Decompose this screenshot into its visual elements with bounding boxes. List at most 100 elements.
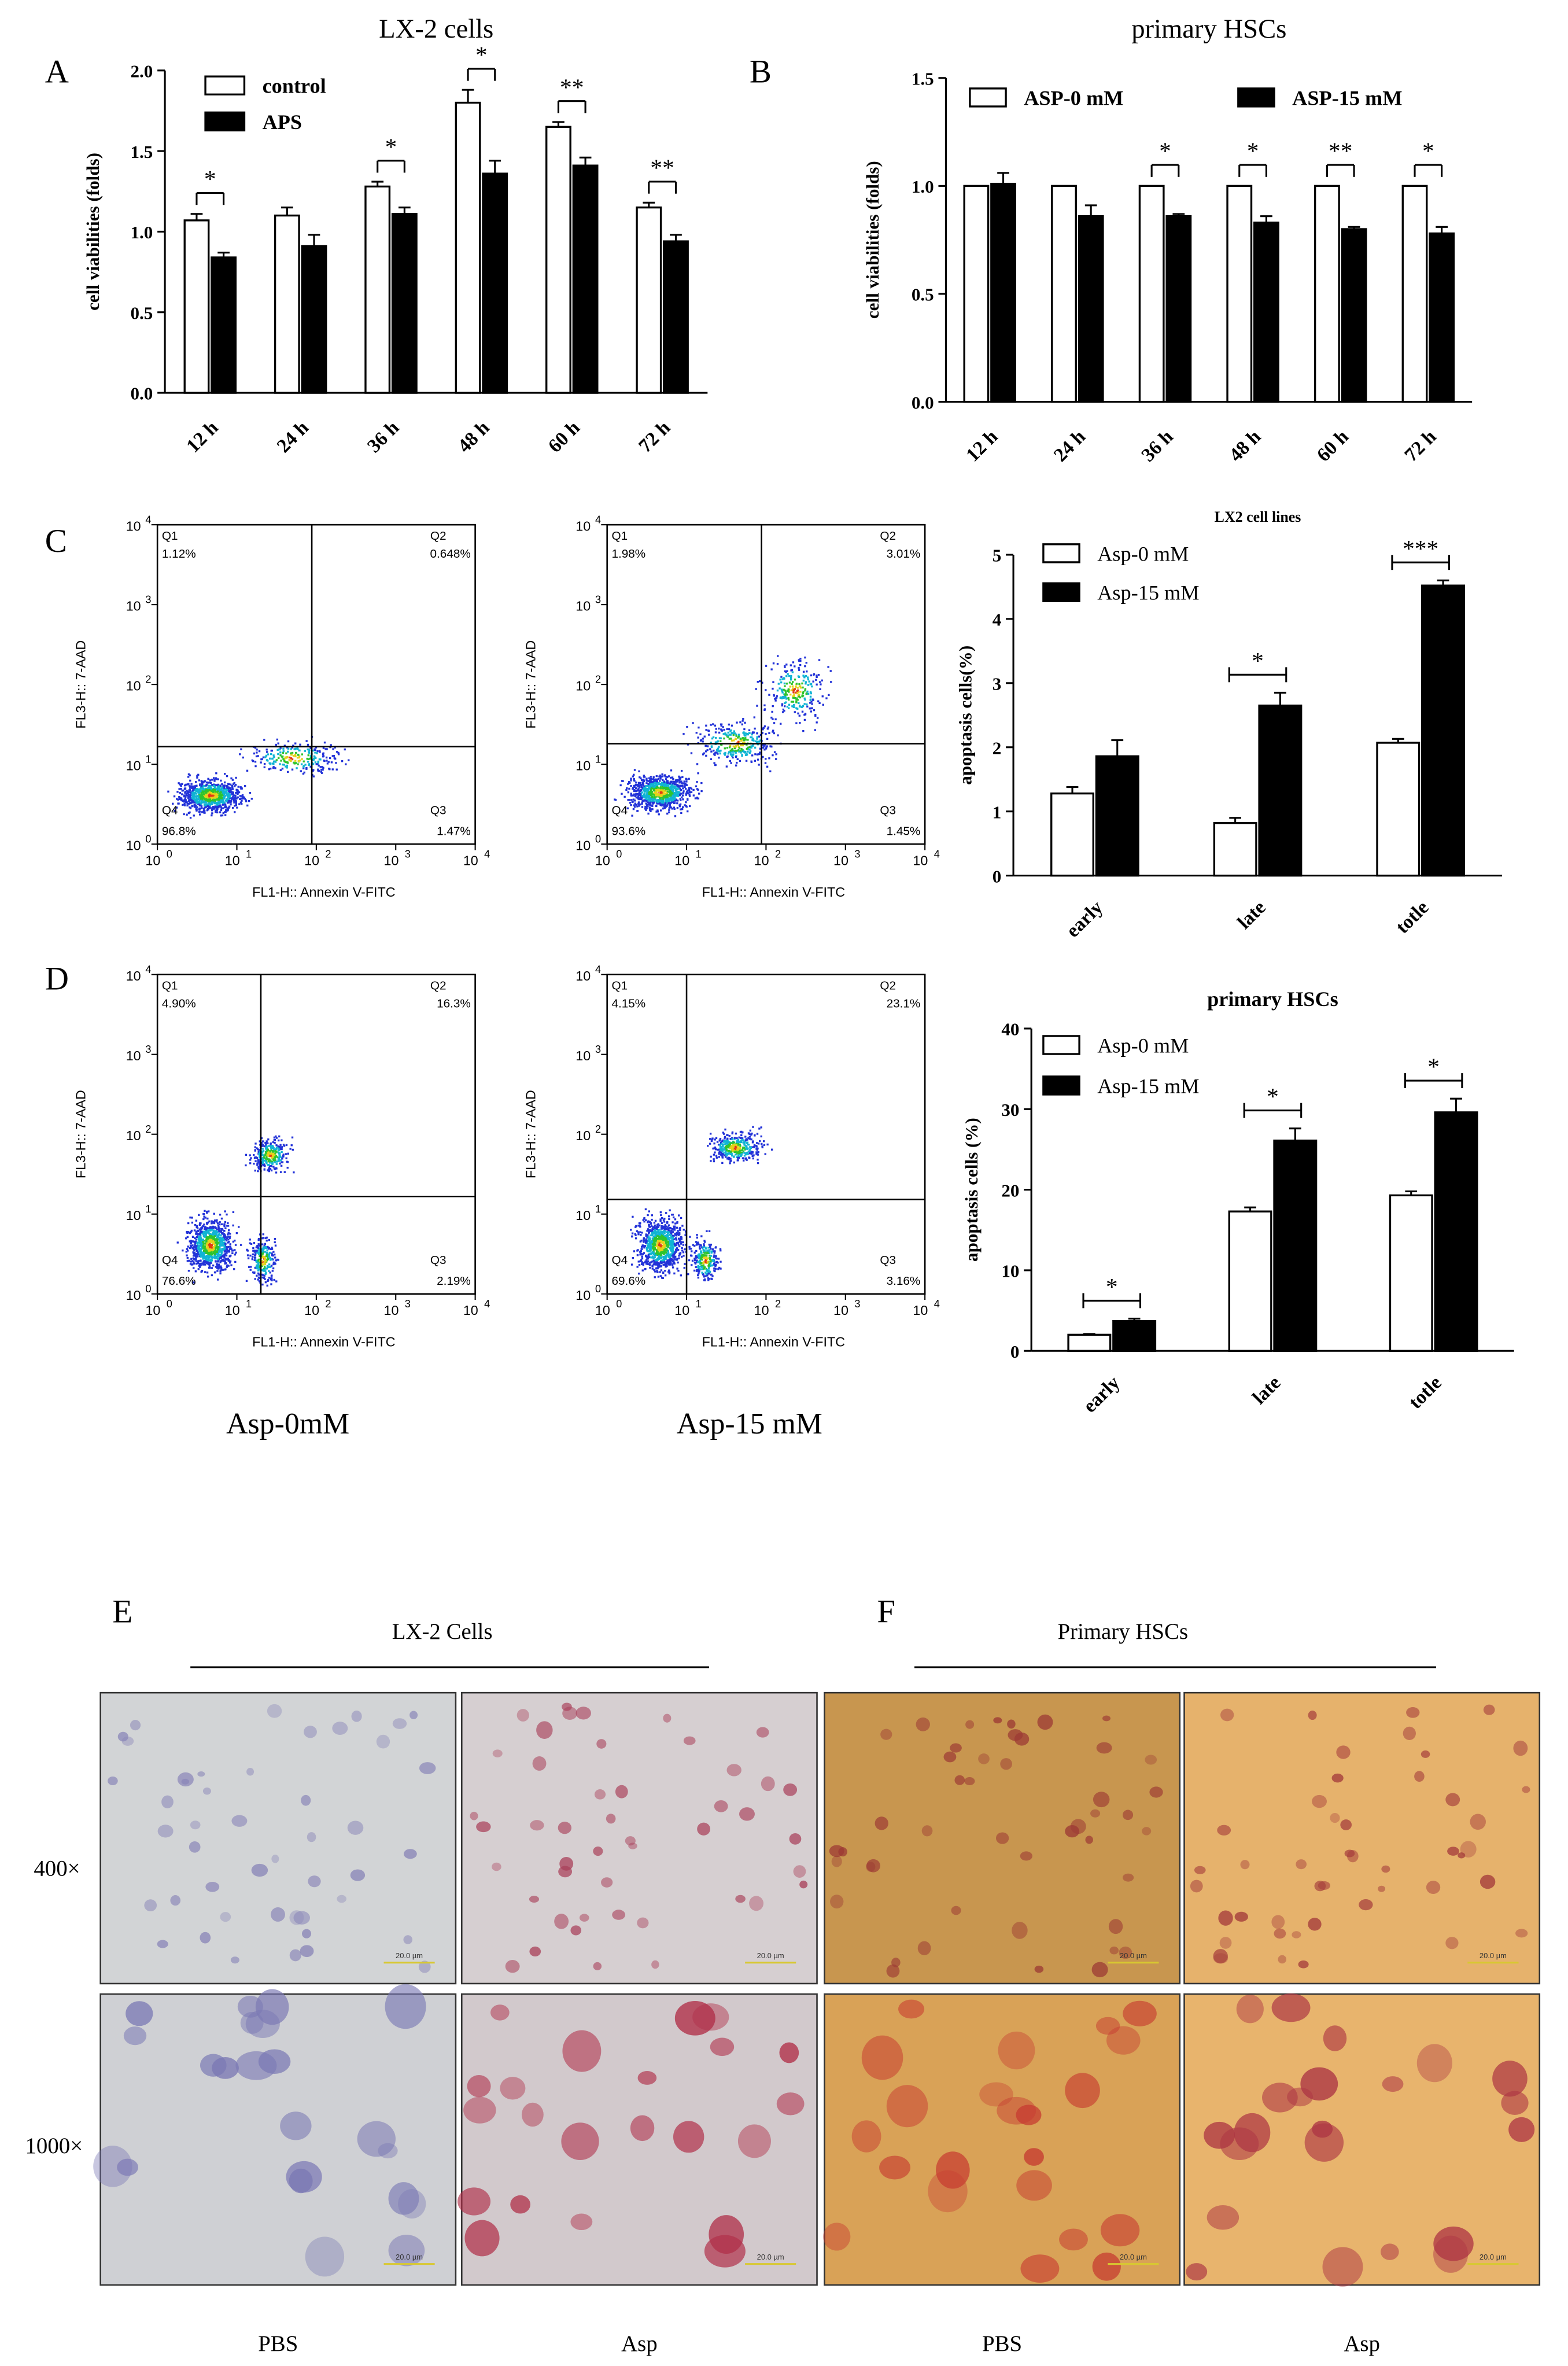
flow-event-dot [660,804,663,806]
flow-event-dot [337,753,340,756]
flow-event-dot [682,782,684,785]
flow-event-dot [732,732,734,735]
flow-event-dot [290,753,293,756]
flow-event-dot [207,1259,209,1262]
flow-event-dot [649,804,651,806]
flow-event-dot [273,1278,275,1281]
flow-event-dot [663,796,665,798]
flow-event-dot [676,794,678,796]
quadrant-name: Q3 [430,1254,447,1267]
flow-event-dot [268,1266,270,1268]
flow-event-dot [210,788,212,790]
flow-event-dot [791,671,794,673]
flow-event-dot [654,1256,656,1259]
flow-event-dot [652,1235,655,1237]
flow-event-dot [201,807,203,809]
y-tick-label: 4 [993,610,1002,630]
flow-event-dot [643,799,646,801]
flow-event-dot [205,1240,208,1243]
flow-event-dot [202,1233,205,1236]
flow-event-dot [666,782,669,784]
flow-event-dot [642,1245,644,1248]
flow-event-dot [200,797,202,799]
flow-event-dot [214,1254,216,1257]
flow-event-dot [197,1233,200,1235]
flow-event-dot [741,742,744,744]
flow-event-dot [252,1153,255,1156]
flow-event-dot [215,1232,217,1234]
flow-event-dot [250,1266,252,1268]
flow-event-dot [198,1223,201,1226]
flow-event-dot [302,767,305,769]
flow-event-dot [216,1236,219,1239]
flow-event-dot [698,726,700,729]
x-axis-label: FL1-H:: Annexin V-FITC [252,885,395,900]
flow-event-dot [661,1251,663,1254]
flow-event-dot [212,1242,214,1244]
flow-event-dot [697,797,700,799]
flow-event-dot [183,813,185,816]
flow-event-dot [302,760,305,762]
flow-event-dot [801,710,804,713]
flow-event-dot [279,1144,282,1146]
flow-event-dot [215,1239,217,1241]
flow-event-dot [200,1259,202,1262]
flow-event-dot [676,780,678,783]
flow-event-dot [268,1247,271,1249]
flow-event-dot [219,1267,222,1269]
flow-event-dot [257,1166,260,1169]
flow-event-dot [795,683,798,685]
flow-event-dot [726,746,729,749]
flow-event-dot [206,809,209,812]
flow-event-dot [220,1243,223,1245]
flow-event-dot [195,1238,198,1241]
flow-event-dot [740,751,742,754]
flow-event-dot [208,794,210,797]
flow-event-dot [771,710,773,713]
flow-event-dot [206,1236,209,1239]
y-tick-label: 2 [993,738,1002,758]
panel-letter-c: C [45,523,67,559]
flow-event-dot [212,793,215,795]
flow-event-dot [792,696,795,699]
flow-event-dot [677,1248,680,1251]
flow-event-dot [648,791,650,793]
flow-event-dot [331,755,334,757]
flow-event-dot [680,1217,682,1219]
flow-event-dot [202,811,205,814]
flow-event-dot [694,797,697,799]
flow-event-dot [249,1254,252,1257]
flow-event-dot [673,806,676,809]
flow-event-dot [193,801,195,804]
flow-event-dot [254,1278,256,1280]
flow-event-dot [197,773,200,776]
flow-event-dot [219,1245,221,1248]
flow-event-dot [223,1255,226,1258]
flow-event-dot [207,1248,209,1251]
flow-event-dot [718,727,720,730]
flow-event-dot [228,786,230,789]
flow-event-dot [680,788,682,791]
flow-event-dot [695,785,698,787]
flow-event-dot [212,794,214,796]
flow-event-dot [272,1267,275,1270]
flow-event-dot [779,687,781,690]
bar-control [274,214,300,394]
flow-event-dot [208,806,211,809]
flow-event-dot [798,694,800,696]
flow-event-dot [212,1264,215,1267]
flow-event-dot [232,791,234,794]
flow-event-dot [204,1255,206,1258]
flow-event-dot [659,800,661,802]
flow-event-dot [206,1252,209,1255]
flow-event-dot [345,763,347,765]
flow-event-dot [265,754,268,757]
flow-event-dot [222,1237,224,1240]
flow-event-dot [768,694,770,696]
bar-treated [482,172,508,394]
flow-event-dot [676,788,678,790]
flow-event-dot [193,1246,196,1248]
flow-event-dot [206,794,209,797]
bar-treated [1421,584,1466,877]
flow-event-dot [274,1244,277,1247]
